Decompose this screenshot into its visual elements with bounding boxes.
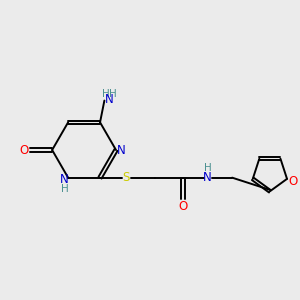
- Text: N: N: [104, 93, 113, 106]
- Text: H: H: [61, 184, 68, 194]
- Text: N: N: [60, 172, 69, 186]
- Text: H: H: [204, 164, 211, 173]
- Text: O: O: [19, 143, 28, 157]
- Text: N: N: [203, 171, 212, 184]
- Text: H: H: [109, 89, 117, 99]
- Text: O: O: [289, 175, 298, 188]
- Text: S: S: [122, 171, 130, 184]
- Text: N: N: [117, 143, 126, 157]
- Text: O: O: [178, 200, 188, 213]
- Text: H: H: [102, 89, 110, 99]
